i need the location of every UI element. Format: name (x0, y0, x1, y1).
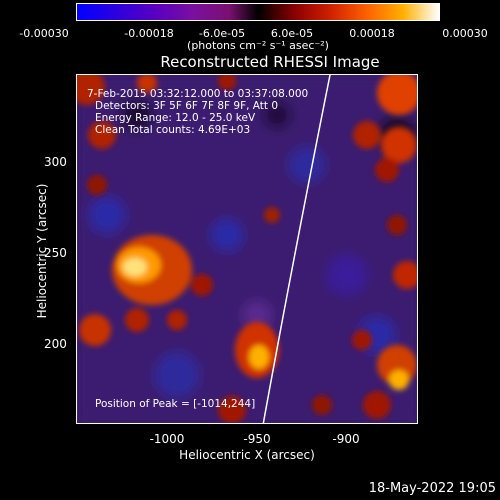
colorbar (76, 3, 440, 21)
method-counts-text: Clean Total counts: 4.69E+03 (95, 124, 251, 136)
time-range-text: 7-Feb-2015 03:32:12.000 to 03:37:08.000 (87, 88, 309, 100)
rhessi-image-plot: 7-Feb-2015 03:32:12.000 to 03:37:08.000 … (76, 74, 418, 424)
colorbar-tick: 0.00018 (349, 27, 395, 40)
energy-range-text: Energy Range: 12.0 - 25.0 keV (95, 112, 256, 124)
x-axis-label: Heliocentric X (arcsec) (179, 448, 315, 462)
solar-limb-line (262, 75, 331, 423)
image-title: Reconstructed RHESSI Image (160, 53, 380, 71)
colorbar-tick: -6.0e-05 (198, 27, 246, 40)
colorbar-tick: 6.0e-05 (270, 27, 314, 40)
x-tick-label: -1000 (149, 432, 185, 446)
x-tick-label: -950 (243, 432, 271, 446)
colorbar-tick: 0.00030 (442, 27, 488, 40)
y-tick-label: 300 (44, 155, 67, 169)
y-tick-label: 250 (44, 246, 67, 260)
peak-position-text: Position of Peak = [-1014,244] (95, 398, 256, 410)
colorbar-tick: -0.00018 (124, 27, 174, 40)
y-tick-label: 200 (44, 337, 67, 351)
y-axis-label: Heliocentric Y (arcsec) (35, 183, 49, 319)
footer-date: 18-May-2022 19:05 (368, 481, 496, 496)
image-heatmap (77, 75, 417, 423)
colorbar-unit-label: (photons cm⁻² s⁻¹ asec⁻²) (187, 39, 329, 52)
colorbar-tick: -0.00030 (19, 27, 69, 40)
detectors-text: Detectors: 3F 5F 6F 7F 8F 9F, Att 0 (95, 100, 279, 112)
x-tick-label: -900 (332, 432, 360, 446)
emission-sources (77, 75, 417, 423)
